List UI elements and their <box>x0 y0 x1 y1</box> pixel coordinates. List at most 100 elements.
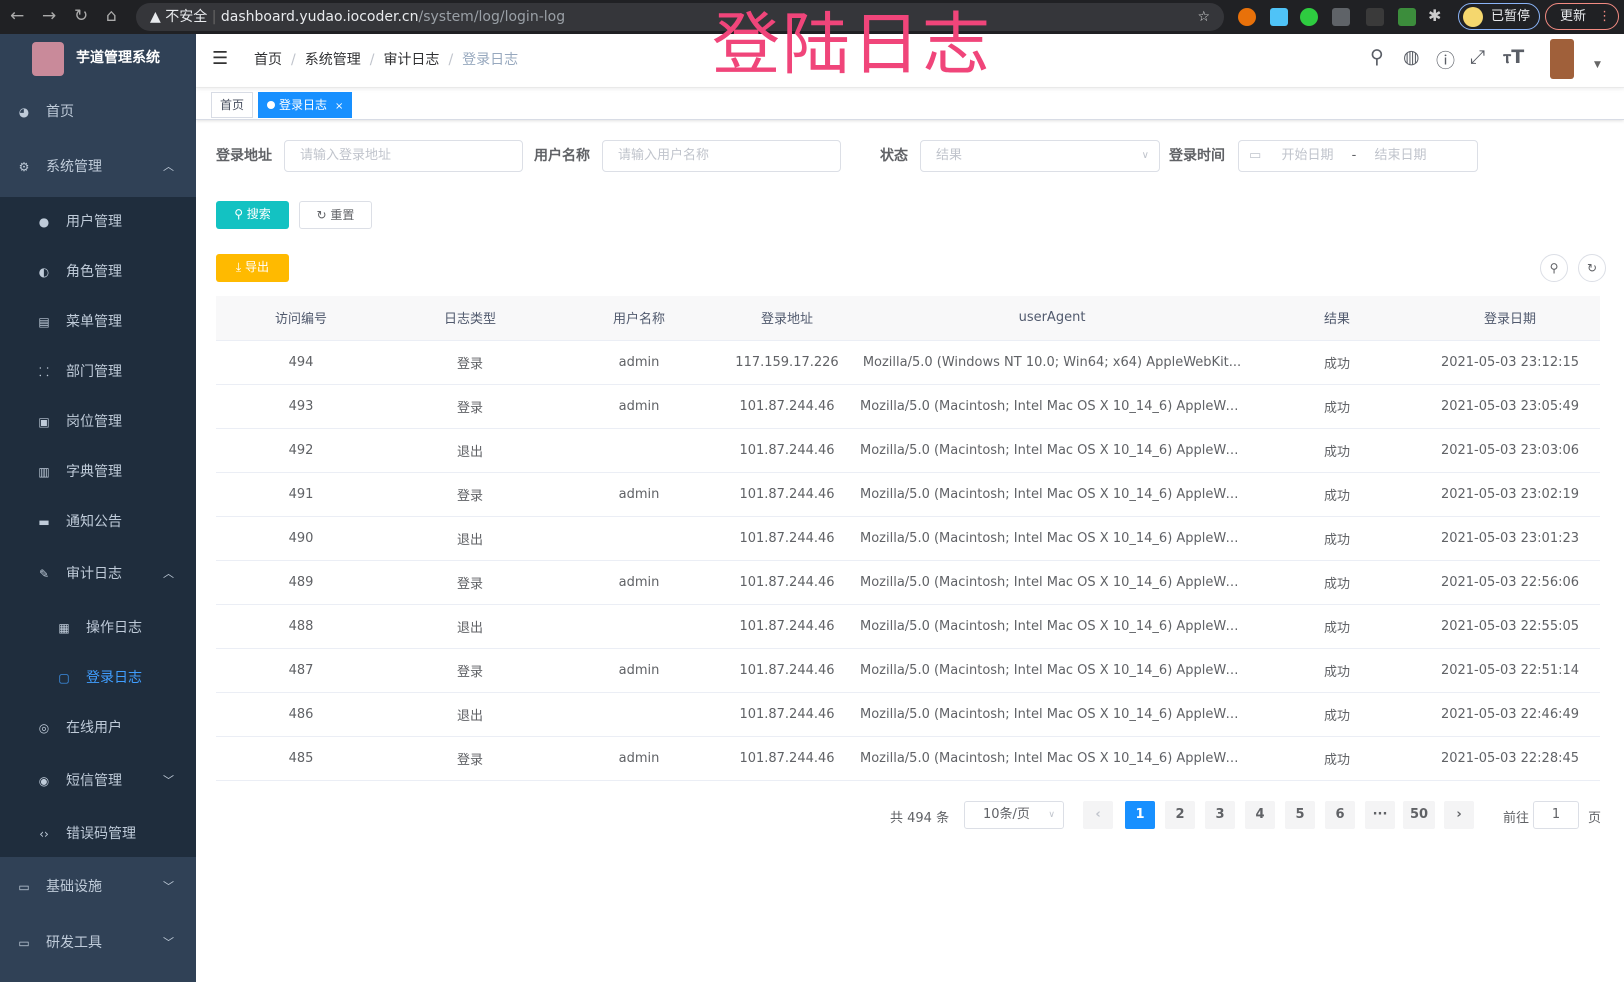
extension-icon[interactable] <box>1270 8 1288 26</box>
tool-icon: ▭ <box>18 936 30 950</box>
page-button[interactable]: 5 <box>1285 801 1315 829</box>
fullscreen-icon[interactable]: ⤢ <box>1470 46 1486 68</box>
address-bar[interactable]: ▲ 不安全 | dashboard.yudao.iocoder.cn/syste… <box>136 3 1224 31</box>
table-cell: 登录 <box>386 736 554 781</box>
table-row: 485 登录 admin 101.87.244.46 Mozilla/5.0 (Maci… <box>216 736 1600 781</box>
active-dot-icon <box>267 101 275 109</box>
status-select[interactable]: 结果 ∨ <box>920 140 1160 172</box>
sidebar-item-1[interactable]: ◕ 首页 <box>0 87 196 137</box>
extension-icon[interactable] <box>1238 8 1256 26</box>
extension-icon[interactable] <box>1398 8 1416 26</box>
sidebar-item-9[interactable]: ▬ 通知公告 <box>0 497 196 547</box>
back-icon[interactable]: ← <box>10 6 25 26</box>
table-cell: Mozilla/5.0 (Macintosh; Intel Mac OS X 1… <box>850 604 1254 649</box>
tag-home[interactable]: 首页 <box>211 92 254 118</box>
table-row: 494 登录 admin 117.159.17.226 Mozilla/5.0 (Win… <box>216 340 1600 385</box>
star-icon[interactable]: ☆ <box>1197 9 1210 25</box>
address-input[interactable]: 请输入登录地址 <box>284 140 523 172</box>
log-icon: ✎ <box>38 567 50 581</box>
sidebar-item-label: 在线用户 <box>66 720 122 736</box>
login-log-table: 访问编号 日志类型 用户名称 登录地址 userAgent 结果 登录日期 494 登录 adm… <box>216 296 1600 781</box>
logo <box>32 42 64 76</box>
refresh-icon: ↻ <box>316 208 331 222</box>
search-icon[interactable]: ⚲ <box>1370 46 1384 68</box>
chevron-up-icon: ︿ <box>163 567 174 580</box>
sidebar-item-12[interactable]: ▢ 登录日志 <box>0 653 196 703</box>
sidebar-item-5[interactable]: ▤ 菜单管理 <box>0 297 196 347</box>
page-size-select[interactable]: 10条/页 ∨ <box>964 801 1064 829</box>
github-icon[interactable]: ◍ <box>1403 46 1420 68</box>
breadcrumb-item: 登录日志 <box>462 52 519 68</box>
sidebar-item-3[interactable]: ● 用户管理 <box>0 197 196 247</box>
chevron-down-icon: ∨ <box>1141 150 1149 161</box>
user-icon: ● <box>38 215 50 229</box>
refresh-table-button[interactable]: ↻ <box>1578 254 1606 282</box>
sidebar-item-15[interactable]: ‹› 错误码管理 <box>0 809 196 859</box>
sidebar-item-2[interactable]: ⚙ 系统管理 ︿ <box>0 142 196 192</box>
page-button[interactable]: 3 <box>1205 801 1235 829</box>
page-button[interactable]: 2 <box>1165 801 1195 829</box>
prev-page-button[interactable]: ‹ <box>1083 801 1113 829</box>
home-icon[interactable]: ⌂ <box>106 6 117 26</box>
page-button[interactable]: 50 <box>1403 801 1435 829</box>
question-icon[interactable]: ⓘ <box>1436 50 1456 72</box>
puzzle-icon[interactable]: ✱ <box>1428 6 1442 25</box>
goto-input[interactable]: 1 <box>1533 801 1579 829</box>
breadcrumb-item[interactable]: 首页 <box>254 52 282 68</box>
tag-login-log[interactable]: 登录日志 × <box>258 92 353 118</box>
extension-icon[interactable] <box>1366 8 1384 26</box>
next-page-button[interactable]: › <box>1444 801 1474 829</box>
date-range-picker[interactable]: ▭ 开始日期 - 结束日期 <box>1238 140 1478 172</box>
table-cell: 494 <box>216 340 386 385</box>
export-button[interactable]: ⤓ 导出 <box>216 254 289 282</box>
page-button[interactable]: ··· <box>1365 801 1395 829</box>
sidebar-item-10[interactable]: ✎ 审计日志 ︿ <box>0 549 196 599</box>
page-button[interactable]: 6 <box>1325 801 1355 829</box>
table-cell: 2021-05-03 23:02:19 <box>1420 472 1600 517</box>
username-input[interactable]: 请输入用户名称 <box>602 140 841 172</box>
sidebar-item-7[interactable]: ▣ 岗位管理 <box>0 397 196 447</box>
breadcrumb-item[interactable]: 系统管理 <box>304 52 361 68</box>
sidebar-item-17[interactable]: ▭ 研发工具 ﹀ <box>0 918 196 968</box>
monitor-icon: ▭ <box>18 880 30 894</box>
dict-icon: ▥ <box>38 465 50 479</box>
reset-button[interactable]: ↻ 重置 <box>299 201 372 229</box>
sidebar-item-4[interactable]: ◐ 角色管理 <box>0 247 196 297</box>
forward-icon[interactable]: → <box>42 6 57 26</box>
chevron-down-icon: ﹀ <box>163 774 174 787</box>
sidebar-item-11[interactable]: ▦ 操作日志 <box>0 603 196 653</box>
sidebar-item-label: 角色管理 <box>66 264 122 280</box>
profile-button[interactable]: 已暂停 <box>1458 3 1540 30</box>
sidebar-item-8[interactable]: ▥ 字典管理 <box>0 447 196 497</box>
sidebar-item-label: 岗位管理 <box>66 414 122 430</box>
sidebar-item-16[interactable]: ▭ 基础设施 ﹀ <box>0 862 196 912</box>
sidebar-item-14[interactable]: ◉ 短信管理 ﹀ <box>0 756 196 806</box>
breadcrumb-item[interactable]: 审计日志 <box>383 52 440 68</box>
sidebar-item-label: 字典管理 <box>66 464 122 480</box>
search-button[interactable]: ⚲ 搜索 <box>216 201 289 229</box>
caret-down-icon[interactable]: ▼ <box>1594 60 1601 70</box>
extension-icon[interactable] <box>1300 8 1318 26</box>
reload-icon[interactable]: ↻ <box>74 6 89 26</box>
page-button[interactable]: 1 <box>1125 801 1155 829</box>
username-label: 用户名称 <box>534 148 590 164</box>
table-cell: admin <box>554 560 724 605</box>
table-cell: 成功 <box>1254 648 1420 693</box>
sidebar-item-6[interactable]: ⸬ 部门管理 <box>0 347 196 397</box>
update-button[interactable]: 更新 ⋮ <box>1545 3 1619 30</box>
hamburger-icon[interactable]: ☰ <box>212 48 229 69</box>
size-icon[interactable]: ⲧT <box>1503 46 1525 68</box>
table-cell: 101.87.244.46 <box>724 692 850 737</box>
avatar[interactable] <box>1550 39 1574 79</box>
toggle-search-button[interactable]: ⚲ <box>1540 254 1568 282</box>
table-cell: 2021-05-03 23:12:15 <box>1420 340 1600 385</box>
sidebar-item-13[interactable]: ◎ 在线用户 <box>0 703 196 753</box>
table-cell: Mozilla/5.0 (Windows NT 10.0; Win64; x64… <box>850 340 1254 385</box>
close-icon[interactable]: × <box>335 101 344 112</box>
table-cell: 101.87.244.46 <box>724 736 850 781</box>
page-button[interactable]: 4 <box>1245 801 1275 829</box>
extension-icon[interactable] <box>1332 8 1350 26</box>
table-cell: 492 <box>216 428 386 473</box>
table-row: 493 登录 admin 101.87.244.46 Mozilla/5.0 (Maci… <box>216 384 1600 429</box>
table-cell: admin <box>554 648 724 693</box>
